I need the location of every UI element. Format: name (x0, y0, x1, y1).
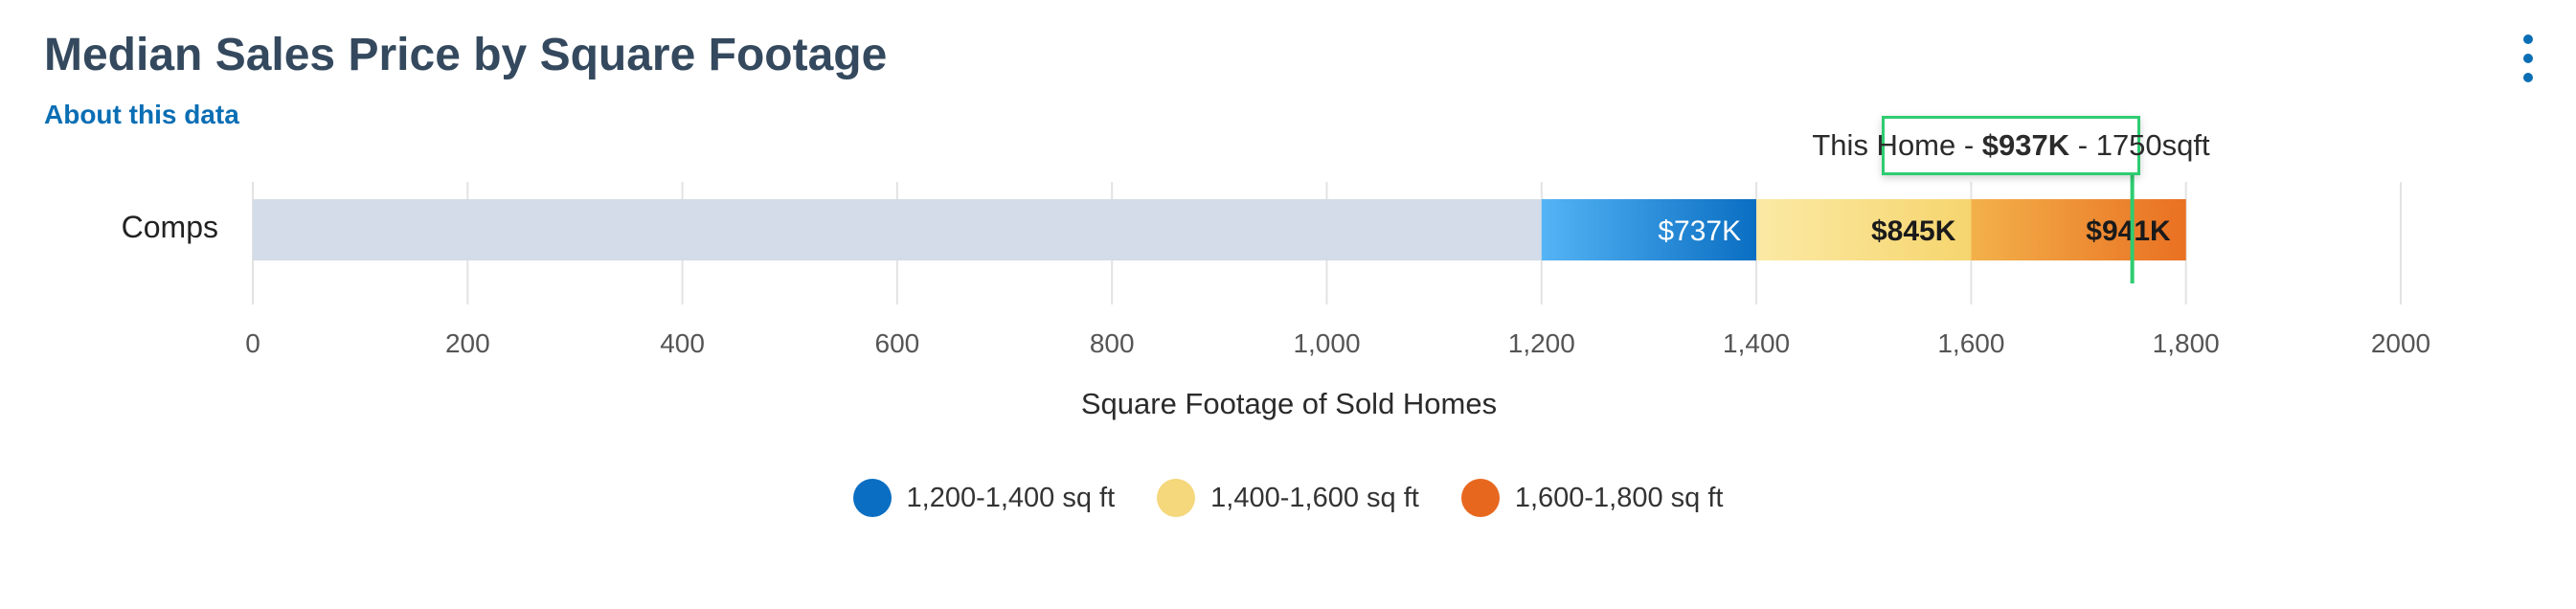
x-tick-label: 2000 (2371, 328, 2430, 358)
x-axis-label: Square Footage of Sold Homes (1081, 387, 1497, 420)
x-tick-label: 1,000 (1293, 328, 1360, 358)
x-tick-label: 1,800 (2153, 328, 2220, 358)
legend-label: 1,400-1,600 sq ft (1210, 482, 1419, 513)
menu-dot (2523, 73, 2533, 82)
annotation-price: $937K (1981, 128, 2070, 162)
annotation-suffix: - 1750sqft (2069, 128, 2210, 162)
category-label-comps: Comps (122, 210, 218, 244)
legend-item-1600-1800[interactable]: 1,600-1,800 sq ft (1460, 479, 1724, 517)
legend-label: 1,600-1,800 sq ft (1514, 482, 1724, 513)
x-tick-label: 0 (245, 328, 260, 358)
x-tick-label: 200 (445, 328, 490, 358)
bar-value-label: $941K (2086, 215, 2171, 247)
bar-segment-1600-1800[interactable] (1971, 199, 2186, 260)
legend-dot-blue (852, 479, 892, 517)
bar-segment-1200-1400[interactable] (1541, 199, 1757, 260)
chart-title: Median Sales Price by Square Footage (44, 30, 888, 80)
legend-dot-orange (1460, 479, 1500, 517)
bar-value-label: $845K (1871, 215, 1956, 247)
this-home-annotation: This Home - $937K - 1750sqft (1812, 116, 2210, 175)
x-tick-label: 600 (875, 328, 920, 358)
x-tick-label: 1,200 (1508, 328, 1575, 358)
comps-background-bar (253, 199, 1542, 260)
legend-item-1200-1400[interactable]: 1,200-1,400 sq ft (852, 479, 1116, 517)
x-tick-label: 400 (660, 328, 705, 358)
x-tick-label: 1,400 (1723, 328, 1790, 358)
menu-dot (2523, 54, 2533, 63)
comps-bar-chart: Comps $737K $845K $941K 0 200 400 600 800 1,000… (122, 174, 2430, 420)
legend-dot-yellow (1157, 479, 1196, 517)
bar-segment-1400-1600[interactable] (1756, 199, 1972, 260)
menu-dot (2523, 34, 2533, 44)
chart-legend: 1,200-1,400 sq ft 1,400-1,600 sq ft 1,60… (0, 479, 2576, 517)
x-tick-label: 1,600 (1937, 328, 2004, 358)
legend-label: 1,200-1,400 sq ft (906, 482, 1116, 513)
kebab-menu-icon[interactable] (2517, 34, 2540, 82)
about-data-link[interactable]: About this data (44, 100, 239, 129)
legend-item-1400-1600[interactable]: 1,400-1,600 sq ft (1157, 479, 1419, 517)
bar-value-label: $737K (1658, 215, 1741, 247)
annotation-prefix: This Home - (1812, 128, 1982, 162)
x-tick-label: 800 (1090, 328, 1135, 358)
